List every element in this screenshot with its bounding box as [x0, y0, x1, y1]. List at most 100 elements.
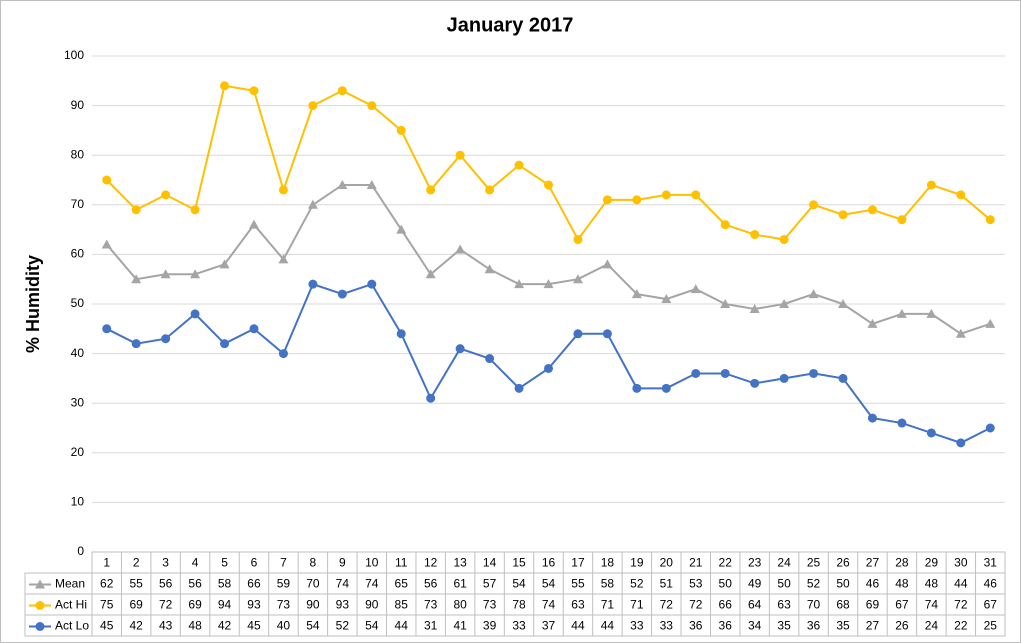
x-tick-label: 10: [365, 556, 379, 570]
table-value: 71: [630, 598, 644, 612]
table-value: 57: [483, 577, 497, 591]
x-tick-label: 2: [133, 556, 140, 570]
table-value: 73: [424, 598, 438, 612]
marker: [249, 86, 259, 96]
marker: [161, 190, 171, 200]
marker: [131, 274, 142, 284]
x-tick-label: 31: [984, 556, 998, 570]
y-tick-label: 90: [71, 98, 85, 112]
table-value: 35: [777, 619, 791, 633]
marker: [544, 180, 553, 190]
x-tick-label: 22: [719, 556, 733, 570]
marker: [337, 289, 347, 299]
marker: [897, 215, 907, 225]
table-value: 67: [895, 598, 909, 612]
table-value: 69: [129, 598, 143, 612]
marker: [102, 324, 112, 334]
marker: [278, 254, 289, 264]
marker: [809, 200, 819, 210]
table-value: 70: [807, 598, 821, 612]
table-value: 39: [483, 619, 497, 633]
marker: [808, 289, 819, 299]
table-value: 85: [395, 598, 409, 612]
marker: [308, 279, 318, 289]
marker: [897, 418, 907, 428]
table-value: 93: [247, 598, 261, 612]
marker: [631, 289, 642, 299]
marker: [661, 294, 672, 304]
x-tick-label: 17: [571, 556, 585, 570]
x-tick-label: 16: [542, 556, 556, 570]
x-tick-label: 15: [512, 556, 526, 570]
table-value: 44: [395, 619, 409, 633]
marker: [720, 368, 730, 378]
table-value: 73: [277, 598, 291, 612]
x-tick-label: 1: [103, 556, 110, 570]
marker: [985, 318, 996, 328]
table-value: 72: [159, 598, 173, 612]
marker: [514, 160, 524, 170]
marker: [632, 383, 642, 393]
table-value: 50: [836, 577, 850, 591]
table-value: 58: [601, 577, 615, 591]
marker: [131, 339, 141, 349]
table-value: 61: [453, 577, 467, 591]
marker: [750, 378, 760, 388]
table-value: 50: [777, 577, 791, 591]
marker: [956, 190, 966, 200]
y-tick-label: 60: [71, 247, 85, 261]
table-value: 48: [188, 619, 202, 633]
marker: [514, 279, 525, 289]
table-value: 74: [336, 577, 350, 591]
y-tick-label: 100: [64, 48, 84, 62]
y-tick-label: 80: [71, 147, 85, 161]
marker: [308, 101, 318, 111]
marker: [485, 185, 495, 195]
table-value: 59: [277, 577, 291, 591]
table-value: 75: [100, 598, 114, 612]
table-value: 93: [336, 598, 350, 612]
table-value: 74: [542, 598, 556, 612]
table-value: 71: [601, 598, 615, 612]
marker: [867, 413, 877, 423]
table-value: 90: [365, 598, 379, 612]
marker: [455, 244, 466, 254]
marker: [573, 329, 583, 339]
table-value: 66: [719, 598, 733, 612]
table-value: 44: [601, 619, 615, 633]
marker: [985, 215, 995, 225]
table-value: 52: [630, 577, 644, 591]
x-tick-label: 7: [280, 556, 287, 570]
table-value: 63: [777, 598, 791, 612]
table-value: 36: [719, 619, 733, 633]
table-value: 56: [188, 577, 202, 591]
table-value: 66: [247, 577, 261, 591]
marker: [602, 329, 612, 339]
x-tick-label: 4: [192, 556, 199, 570]
x-tick-label: 26: [836, 556, 850, 570]
x-tick-label: 24: [777, 556, 791, 570]
table-value: 52: [336, 619, 350, 633]
x-tick-label: 13: [453, 556, 467, 570]
table-value: 27: [866, 619, 880, 633]
legend-marker: [35, 622, 45, 631]
legend-label: Act Hi: [55, 598, 87, 612]
marker: [484, 264, 495, 274]
marker: [985, 423, 995, 433]
marker: [102, 175, 112, 185]
table-value: 63: [571, 598, 585, 612]
marker: [219, 259, 230, 269]
table-value: 68: [836, 598, 850, 612]
marker: [131, 205, 141, 215]
x-tick-label: 9: [339, 556, 346, 570]
marker: [779, 235, 789, 245]
marker: [248, 219, 259, 229]
table-value: 74: [365, 577, 379, 591]
marker: [161, 334, 171, 344]
marker: [396, 224, 407, 234]
marker: [690, 284, 701, 294]
marker: [426, 393, 436, 403]
table-value: 90: [306, 598, 320, 612]
marker: [220, 81, 230, 91]
